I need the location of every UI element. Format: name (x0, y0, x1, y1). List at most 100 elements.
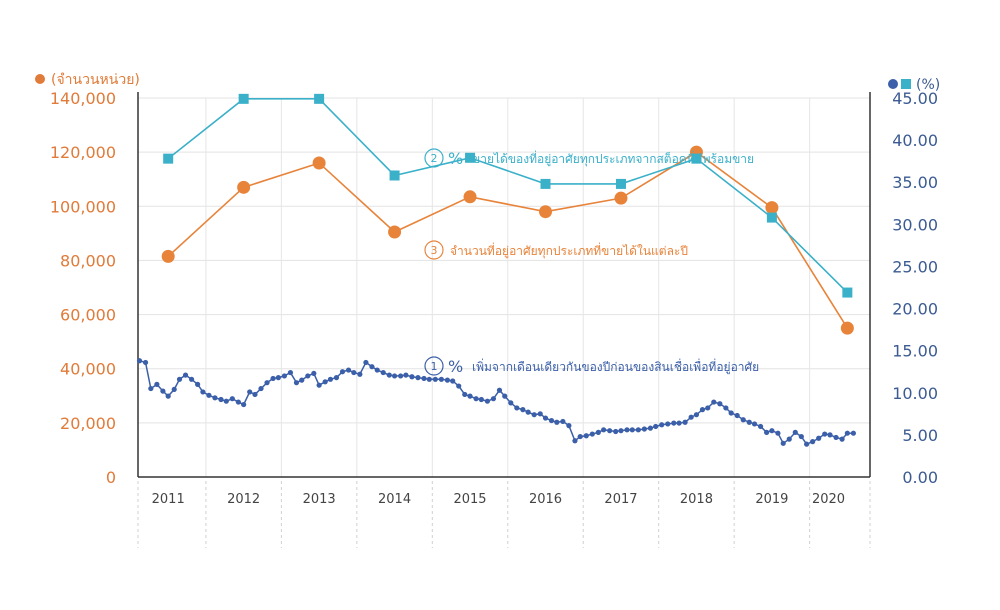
data-point-loan-yoy-growth (351, 369, 357, 376)
y-left-tick-label: 60,000 (60, 306, 116, 325)
data-point-pct-sold-of-stock (238, 93, 249, 104)
data-point-loan-yoy-growth (490, 396, 497, 402)
data-point-loan-yoy-growth (154, 381, 160, 387)
data-point-loan-yoy-growth (478, 396, 484, 403)
data-point-loan-yoy-growth (281, 373, 287, 379)
data-point-loan-yoy-growth (462, 391, 468, 398)
data-point-loan-yoy-growth (339, 369, 346, 375)
data-point-loan-yoy-growth (264, 380, 270, 386)
left-unit-dot-icon (35, 74, 45, 84)
data-point-loan-yoy-growth (484, 398, 490, 404)
data-point-loan-yoy-growth (810, 439, 816, 445)
data-point-loan-yoy-growth (438, 376, 444, 382)
y-left-tick-label: 120,000 (50, 143, 116, 162)
data-point-loan-yoy-growth (728, 410, 734, 416)
data-point-loan-yoy-growth (560, 418, 566, 425)
data-point-loan-yoy-growth (235, 399, 241, 405)
y-right-tick-label: 5.00 (902, 426, 938, 445)
data-point-loan-yoy-growth (693, 412, 700, 418)
data-point-loan-yoy-growth (293, 380, 300, 386)
y-right-tick-label: 25.00 (892, 257, 938, 276)
data-point-loan-yoy-growth (647, 425, 654, 431)
data-point-loan-yoy-growth (514, 405, 520, 411)
data-point-loan-yoy-growth (583, 433, 589, 439)
data-point-loan-yoy-growth (136, 358, 143, 364)
data-point-loan-yoy-growth (311, 370, 317, 377)
data-point-loan-yoy-growth (258, 385, 264, 392)
data-point-loan-yoy-growth (241, 401, 247, 408)
annotation-loan-growth: 1 % เพิ่มจากเดือนเดียวกันของปีก่อนของสิน… (424, 356, 759, 376)
data-point-loan-yoy-growth (287, 369, 294, 376)
annotation-2-text: ขายได้ของที่อยู่อาศัยทุกประเภทจากสต็อคที… (472, 150, 754, 167)
data-point-loan-yoy-growth (322, 379, 328, 385)
left-axis-unit-label: (จำนวนหน่วย) (51, 72, 140, 88)
series-line-loan-yoy-growth (139, 360, 854, 446)
annotation-2-circle-icon (424, 148, 444, 168)
data-point-loan-yoy-growth (618, 428, 624, 434)
data-point-loan-yoy-growth (589, 431, 595, 437)
data-point-pct-sold-of-stock (163, 153, 174, 164)
y-right-tick-label: 20.00 (892, 300, 938, 319)
data-point-pct-sold-of-stock (615, 178, 626, 189)
data-point-loan-yoy-growth (653, 423, 659, 430)
data-point-loan-yoy-growth (223, 398, 229, 404)
data-point-loan-yoy-growth (764, 429, 770, 435)
data-point-loan-yoy-growth (705, 405, 711, 411)
series-line-units-sold (167, 151, 849, 329)
data-point-loan-yoy-growth (212, 395, 218, 401)
data-point-loan-yoy-growth (607, 428, 613, 434)
annotation-3-text: จำนวนที่อยู่อาศัยทุกประเภทที่ขายได้ในแต่… (450, 242, 688, 259)
y-left-tick-label: 20,000 (60, 414, 116, 433)
data-point-units-sold (539, 205, 553, 219)
data-point-loan-yoy-growth (206, 392, 212, 398)
data-point-loan-yoy-growth (403, 372, 409, 378)
annotation-1-text: เพิ่มจากเดือนเดียวกันของปีก่อนของสินเชื่… (472, 358, 759, 375)
data-point-units-sold (614, 191, 628, 205)
data-point-loan-yoy-growth (699, 407, 706, 413)
data-point-loan-yoy-growth (421, 375, 427, 382)
data-point-loan-yoy-growth (363, 359, 369, 366)
x-tick-label: 2018 (680, 492, 713, 507)
data-point-loan-yoy-growth (775, 430, 781, 436)
x-tick-label: 2019 (755, 492, 788, 507)
y-right-tick-label: 35.00 (892, 173, 938, 192)
data-point-loan-yoy-growth (456, 383, 462, 389)
series-layer (136, 93, 856, 447)
data-point-loan-yoy-growth (734, 412, 740, 419)
data-point-loan-yoy-growth (711, 399, 717, 405)
data-point-loan-yoy-growth (218, 396, 224, 403)
data-point-loan-yoy-growth (833, 434, 839, 441)
data-point-loan-yoy-growth (659, 422, 665, 428)
data-point-loan-yoy-growth (850, 430, 856, 436)
data-point-loan-yoy-growth (247, 389, 253, 395)
data-point-loan-yoy-growth (554, 419, 560, 425)
data-point-loan-yoy-growth (426, 376, 432, 382)
data-point-loan-yoy-growth (450, 378, 456, 384)
annotation-1-circle-icon (424, 356, 444, 376)
data-point-loan-yoy-growth (548, 417, 555, 424)
data-point-pct-sold-of-stock (465, 152, 476, 163)
data-point-loan-yoy-growth (398, 373, 404, 379)
data-point-loan-yoy-growth (595, 429, 601, 435)
y-right-tick-label: 40.00 (892, 131, 938, 150)
data-point-pct-sold-of-stock (691, 153, 702, 164)
data-point-loan-yoy-growth (195, 381, 201, 387)
y-right-tick-label: 15.00 (892, 342, 938, 361)
data-point-loan-yoy-growth (780, 440, 786, 446)
data-point-loan-yoy-growth (641, 426, 647, 432)
data-point-loan-yoy-growth (432, 376, 438, 382)
y-left-tick-label: 100,000 (50, 197, 116, 216)
annotation-1-number: 1 (431, 360, 438, 373)
data-point-loan-yoy-growth (369, 364, 375, 370)
data-point-units-sold (765, 201, 779, 215)
data-point-units-sold (840, 321, 854, 335)
data-point-loan-yoy-growth (717, 401, 723, 407)
data-point-loan-yoy-growth (200, 389, 206, 395)
data-point-loan-yoy-growth (415, 375, 421, 381)
annotation-3-circle-icon (424, 240, 444, 260)
grid (137, 97, 871, 548)
data-point-loan-yoy-growth (148, 385, 154, 392)
data-point-pct-sold-of-stock (766, 212, 777, 223)
data-point-loan-yoy-growth (409, 374, 415, 380)
